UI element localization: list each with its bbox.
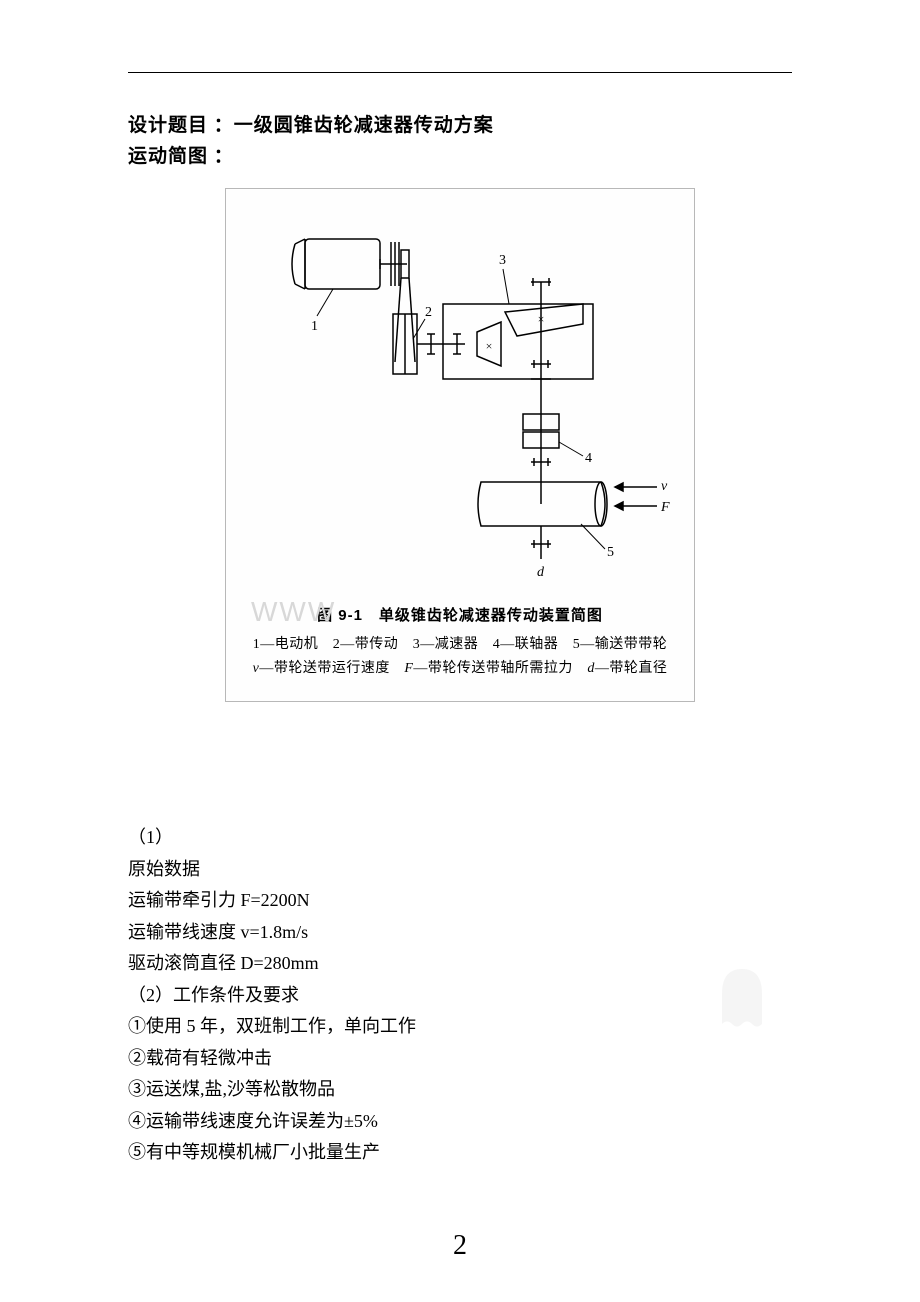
section-1-number: （1） [128,822,792,854]
diagram-label-d: d [537,565,545,580]
kinematic-subtitle: 运动简图 ： [128,141,792,168]
legend-d: d [587,661,595,676]
subtitle-label: 运动简图 ： [128,146,234,167]
page-number: 2 [0,1230,920,1262]
diagram-label-1: 1 [311,319,318,334]
diagram-label-2: 2 [425,305,432,320]
requirement-1: ①使用 5 年，双班制工作，单向工作 [128,1011,792,1043]
design-title: 设计题目 ：一级圆锥齿轮减速器传动方案 [128,110,792,137]
data-force: 运输带牵引力 F=2200N [128,885,792,917]
page-content: 设计题目 ：一级圆锥齿轮减速器传动方案 运动简图 ： [128,110,792,1169]
diagram-label-F: F [660,500,670,515]
legend-v-desc: —带轮送带运行速度 [259,661,404,676]
title-value: 一级圆锥齿轮减速器传动方案 [234,115,494,136]
caption-area: WWW 图 9-1 单级锥齿轮减速器传动装置简图 1—电动机 2—带传动 3—减… [236,604,684,677]
diagram-label-4: 4 [585,451,592,466]
data-diameter: 驱动滚筒直径 D=280mm [128,948,792,980]
requirement-4: ④运输带线速度允许误差为±5% [128,1106,792,1138]
diagram-legend-2: v—带轮送带运行速度 F—带轮传送带轴所需拉力 d—带轮直径 [236,657,684,677]
kinematic-diagram: × × [245,204,675,584]
diagram-label-5: 5 [607,545,614,560]
requirement-3: ③运送煤,盐,沙等松散物品 [128,1074,792,1106]
watermark-text: WWW [251,596,336,628]
diagram-label-v: v [661,479,668,494]
title-label: 设计题目 ： [128,115,234,136]
section-2: （2）工作条件及要求 [128,980,792,1012]
requirement-5: ⑤有中等规模机械厂小批量生产 [128,1137,792,1169]
requirement-2: ②载荷有轻微冲击 [128,1043,792,1075]
data-speed: 运输带线速度 v=1.8m/s [128,917,792,949]
body-text: （1） 原始数据 运输带牵引力 F=2200N 运输带线速度 v=1.8m/s … [128,822,792,1169]
diagram-box: × × [225,188,695,702]
diagram-legend-1: 1—电动机 2—带传动 3—减速器 4—联轴器 5—输送带带轮 [236,633,684,653]
legend-F-desc: —带轮传送带轴所需拉力 [413,661,587,676]
section-1-title: 原始数据 [128,854,792,886]
svg-text:×: × [486,339,493,353]
diagram-label-3: 3 [499,253,506,268]
legend-d-desc: —带轮直径 [595,661,668,676]
page-top-rule [128,72,792,73]
watermark-icon [712,959,772,1039]
